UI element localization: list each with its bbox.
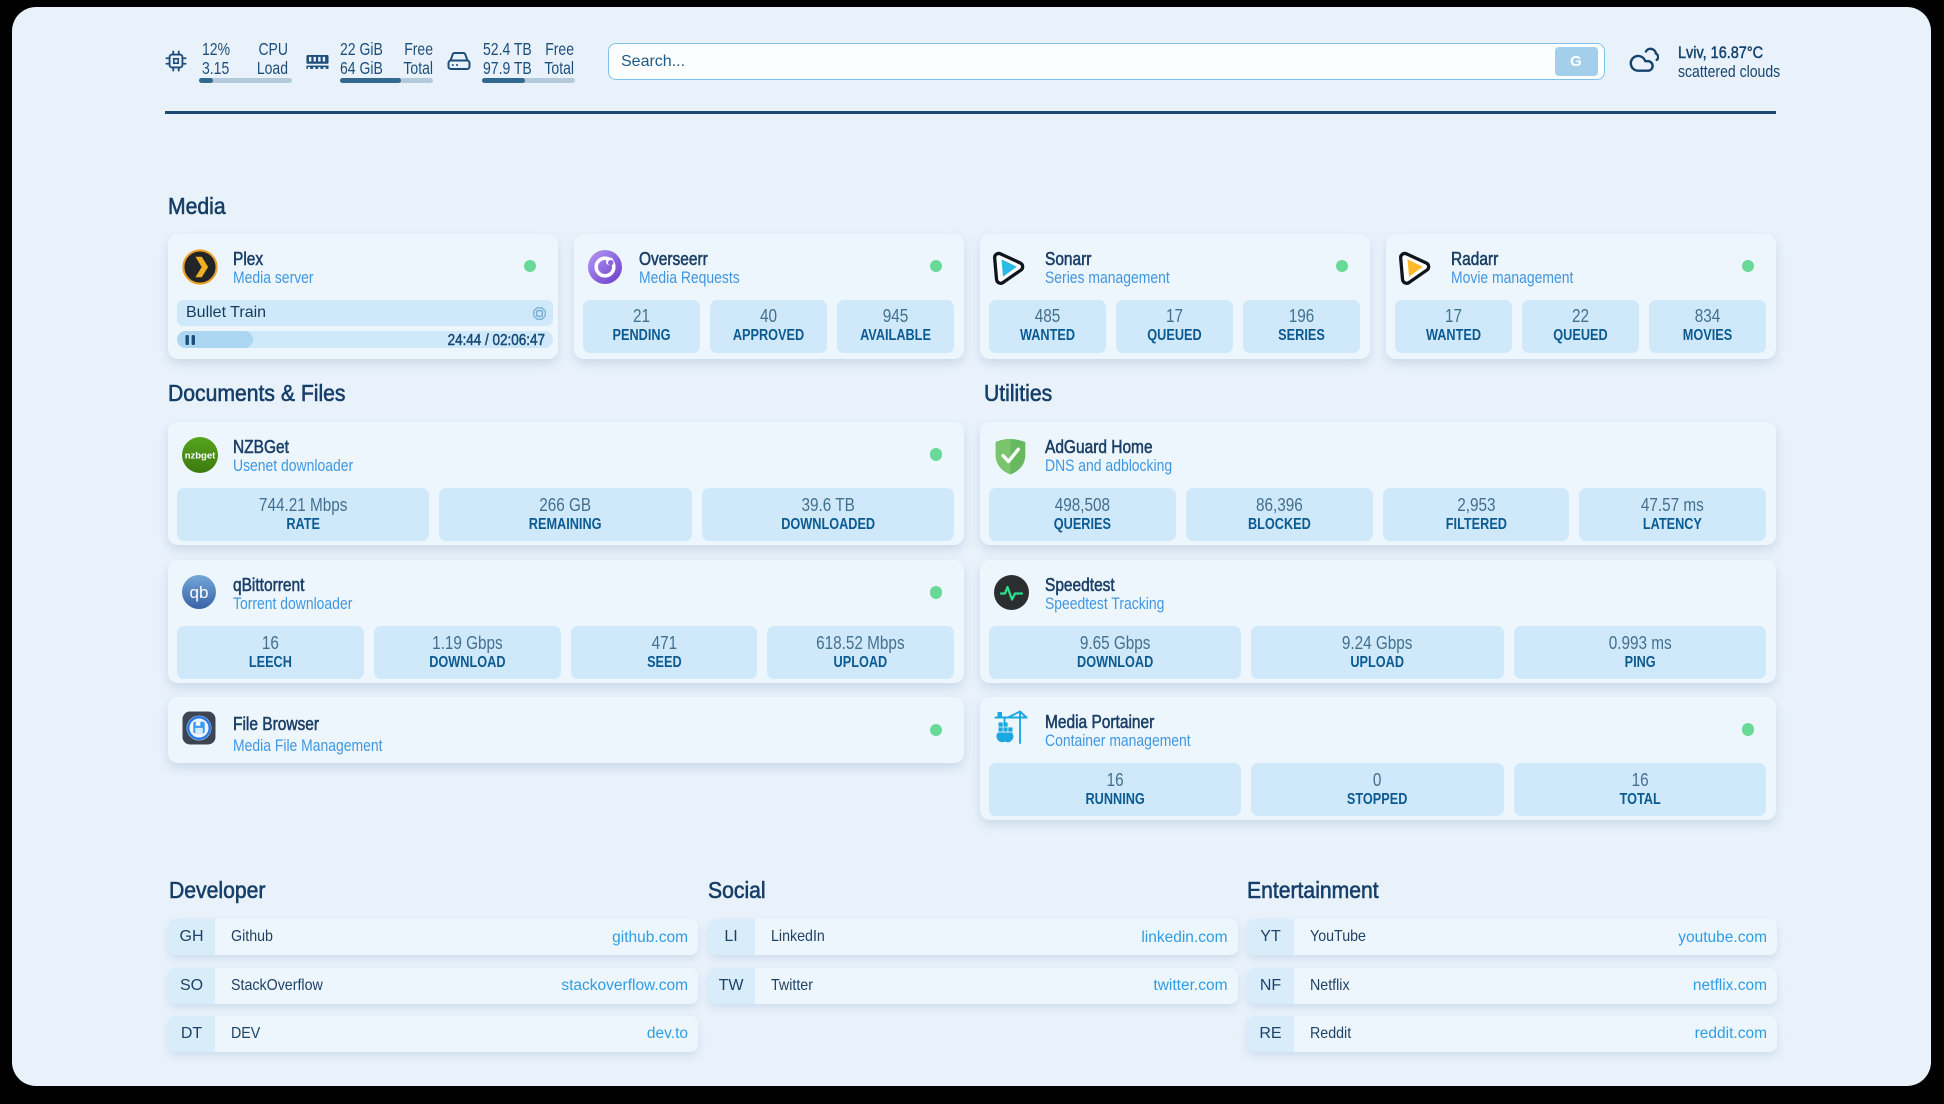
svg-text:nzbget: nzbget [184,451,215,462]
svg-text:qb: qb [189,583,208,602]
